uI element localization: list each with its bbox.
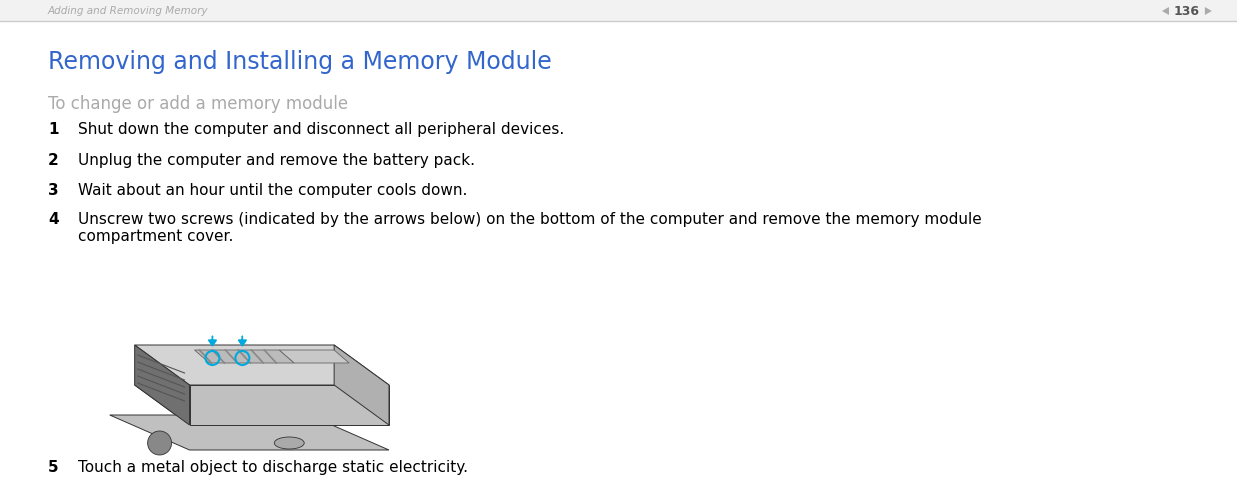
Bar (0, 0, 1236, 20)
Polygon shape (190, 385, 389, 425)
Text: 5: 5 (48, 460, 58, 475)
Text: 2: 2 (48, 153, 58, 168)
Polygon shape (279, 350, 350, 363)
Text: Adding and Removing Memory: Adding and Removing Memory (48, 6, 208, 16)
Polygon shape (135, 345, 389, 385)
Text: Shut down the computer and disconnect all peripheral devices.: Shut down the computer and disconnect al… (78, 122, 564, 137)
Polygon shape (135, 345, 190, 425)
FancyArrow shape (238, 336, 247, 346)
Text: Removing and Installing a Memory Module: Removing and Installing a Memory Module (48, 50, 552, 74)
Polygon shape (195, 350, 294, 363)
Polygon shape (109, 415, 389, 450)
Polygon shape (1205, 7, 1211, 15)
Polygon shape (334, 345, 389, 425)
Text: To change or add a memory module: To change or add a memory module (48, 95, 348, 113)
Text: Wait about an hour until the computer cools down.: Wait about an hour until the computer co… (78, 183, 467, 198)
Polygon shape (135, 385, 389, 425)
Text: 136: 136 (1174, 5, 1200, 18)
Text: Unscrew two screws (indicated by the arrows below) on the bottom of the computer: Unscrew two screws (indicated by the arr… (78, 212, 982, 244)
Text: Unplug the computer and remove the battery pack.: Unplug the computer and remove the batte… (78, 153, 475, 168)
Polygon shape (1162, 7, 1169, 15)
Text: 4: 4 (48, 212, 58, 227)
Ellipse shape (274, 437, 304, 449)
FancyArrow shape (208, 336, 217, 346)
Text: Touch a metal object to discharge static electricity.: Touch a metal object to discharge static… (78, 460, 467, 475)
Circle shape (148, 431, 171, 455)
Text: 1: 1 (48, 122, 58, 137)
Text: 3: 3 (48, 183, 58, 198)
